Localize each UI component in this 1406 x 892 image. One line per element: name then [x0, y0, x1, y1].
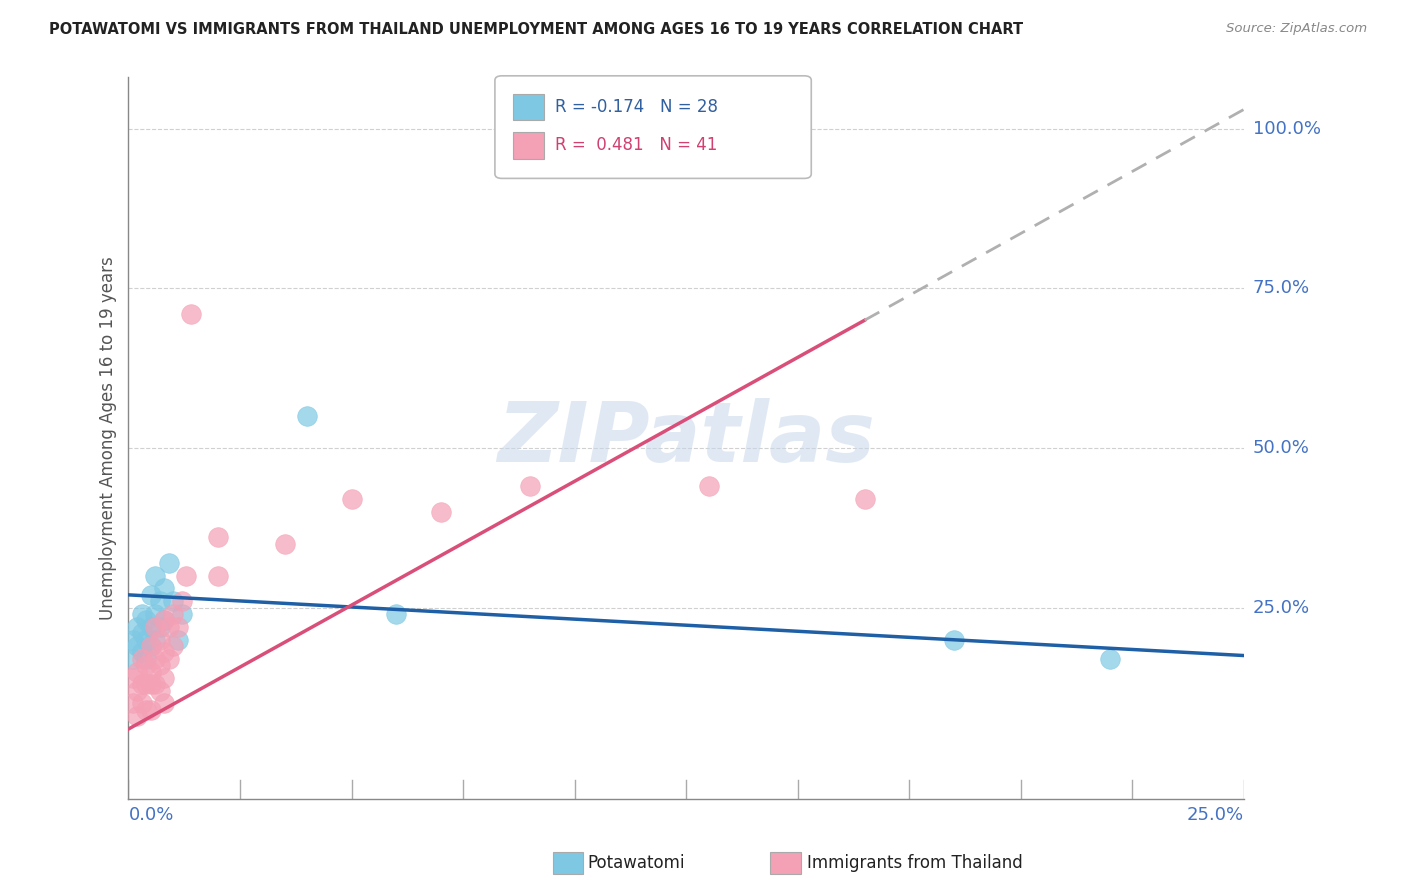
Point: [131, 607, 153, 621]
Point: [170, 594, 193, 608]
Text: 75.0%: 75.0%: [1253, 279, 1310, 297]
Point: [157, 620, 180, 634]
Point: [153, 697, 176, 711]
Text: R =  0.481   N = 41: R = 0.481 N = 41: [555, 136, 717, 154]
Point: [143, 620, 166, 634]
Point: [139, 620, 162, 634]
Point: [139, 677, 162, 691]
Point: [162, 607, 184, 621]
Point: [149, 620, 172, 634]
Point: [853, 491, 876, 506]
Point: [122, 652, 145, 666]
Point: [697, 479, 720, 493]
Point: [166, 632, 188, 647]
Point: [942, 632, 965, 647]
Point: [122, 632, 145, 647]
Point: [131, 652, 153, 666]
Text: Source: ZipAtlas.com: Source: ZipAtlas.com: [1226, 22, 1367, 36]
Text: 100.0%: 100.0%: [1253, 120, 1320, 137]
Point: [295, 409, 318, 423]
Point: [131, 626, 153, 640]
Point: [176, 568, 198, 582]
Point: [122, 671, 145, 685]
Text: 25.0%: 25.0%: [1253, 599, 1310, 616]
Point: [143, 568, 166, 582]
Point: [273, 537, 295, 551]
Point: [162, 594, 184, 608]
Text: Potawatomi: Potawatomi: [588, 855, 685, 872]
Point: [153, 645, 176, 659]
Point: [153, 671, 176, 685]
Point: [127, 639, 149, 653]
Point: [149, 594, 172, 608]
Text: ZIPatlas: ZIPatlas: [498, 398, 875, 479]
Point: [385, 607, 408, 621]
Point: [143, 607, 166, 621]
Text: R = -0.174   N = 28: R = -0.174 N = 28: [555, 98, 718, 116]
Point: [149, 658, 172, 673]
Point: [135, 614, 157, 628]
Point: [135, 677, 157, 691]
Point: [135, 632, 157, 647]
Y-axis label: Unemployment Among Ages 16 to 19 years: Unemployment Among Ages 16 to 19 years: [100, 257, 117, 620]
Point: [149, 683, 172, 698]
Point: [127, 620, 149, 634]
Point: [519, 479, 541, 493]
Point: [143, 677, 166, 691]
Point: [139, 639, 162, 653]
Point: [131, 697, 153, 711]
Point: [139, 588, 162, 602]
Point: [430, 505, 453, 519]
Point: [153, 614, 176, 628]
Point: [122, 697, 145, 711]
Point: [139, 703, 162, 717]
Point: [180, 307, 202, 321]
Point: [153, 582, 176, 596]
Point: [135, 658, 157, 673]
Point: [207, 568, 229, 582]
Point: [153, 614, 176, 628]
Point: [139, 665, 162, 679]
Point: [143, 652, 166, 666]
Point: [127, 665, 149, 679]
Point: [166, 620, 188, 634]
Point: [170, 607, 193, 621]
Point: [149, 632, 172, 647]
Point: [135, 652, 157, 666]
Point: [143, 632, 166, 647]
Point: [157, 556, 180, 570]
Point: [1099, 652, 1122, 666]
Point: [127, 683, 149, 698]
Point: [131, 677, 153, 691]
Point: [207, 530, 229, 544]
Text: 25.0%: 25.0%: [1187, 806, 1244, 824]
Text: Immigrants from Thailand: Immigrants from Thailand: [807, 855, 1022, 872]
Point: [139, 639, 162, 653]
Point: [340, 491, 363, 506]
Point: [157, 652, 180, 666]
Point: [127, 709, 149, 723]
Text: 50.0%: 50.0%: [1253, 439, 1310, 457]
Point: [131, 645, 153, 659]
Point: [135, 703, 157, 717]
Text: POTAWATOMI VS IMMIGRANTS FROM THAILAND UNEMPLOYMENT AMONG AGES 16 TO 19 YEARS CO: POTAWATOMI VS IMMIGRANTS FROM THAILAND U…: [49, 22, 1024, 37]
Point: [162, 639, 184, 653]
Text: 0.0%: 0.0%: [128, 806, 174, 824]
